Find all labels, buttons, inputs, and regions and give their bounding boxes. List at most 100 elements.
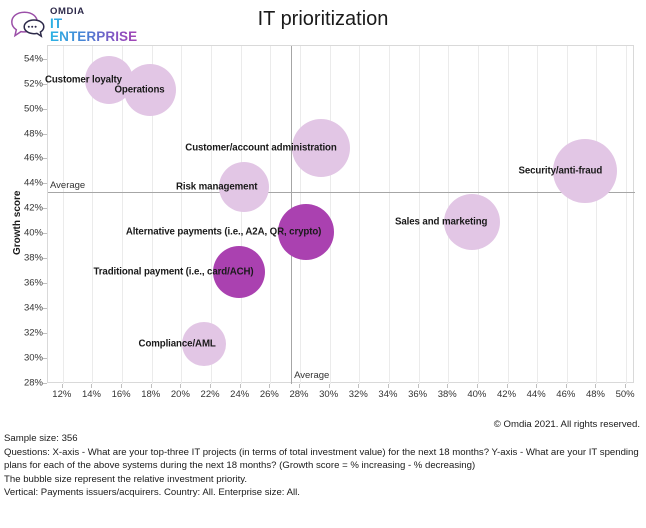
bubble-point[interactable] — [443, 193, 500, 250]
x-axis-tick-label: 50% — [615, 389, 635, 400]
bubble-label: Risk management — [175, 181, 258, 193]
bubble-point[interactable] — [181, 322, 226, 367]
y-axis-tick-mark — [43, 208, 47, 210]
gridline-vertical — [566, 46, 568, 384]
x-axis-tick-mark — [298, 384, 300, 388]
copyright-text: © Omdia 2021. All rights reserved. — [493, 419, 640, 430]
logo-it-enterprise-text: IT ENTERPRISE — [50, 16, 148, 45]
x-axis-tick-mark — [536, 384, 538, 388]
x-axis-tick-mark — [595, 384, 597, 388]
x-axis-tick-label: 40% — [467, 389, 487, 400]
page-header: OMDIA IT ENTERPRISE INSIGHTS IT prioriti… — [0, 0, 646, 57]
y-axis-tick-label: 54% — [23, 53, 43, 65]
gridline-vertical — [240, 46, 242, 384]
page-title: IT prioritization — [257, 8, 389, 30]
gridline-vertical — [596, 46, 598, 384]
bubble-label: Security/anti-fraud — [518, 165, 603, 177]
x-axis-tick-mark — [61, 384, 63, 388]
x-axis-tick-mark — [210, 384, 212, 388]
bubble-label: Compliance/AML — [138, 338, 216, 350]
y-axis-tick-mark — [43, 283, 47, 285]
x-axis-tick-mark — [328, 384, 330, 388]
y-axis-tick-mark — [43, 83, 47, 85]
y-axis-tick-mark — [43, 108, 47, 110]
x-axis-tick-mark — [150, 384, 152, 388]
bubble-point[interactable] — [552, 138, 617, 203]
x-axis-tick-mark — [447, 384, 449, 388]
x-axis-tick-label: 18% — [141, 389, 161, 400]
bubble-label: Customer/account administration — [185, 142, 337, 154]
gridline-vertical — [151, 46, 153, 384]
x-axis-tick-mark — [91, 384, 93, 388]
x-axis-tick-mark — [417, 384, 419, 388]
x-axis-tick-label: 42% — [497, 389, 517, 400]
bubble-point[interactable] — [277, 203, 334, 260]
footnotes: Sample size: 356 Questions: X-axis - Wha… — [4, 432, 640, 500]
y-axis-tick-label: 38% — [23, 252, 43, 264]
sample-size-note: Sample size: 356 — [4, 433, 78, 444]
x-axis-tick-mark — [358, 384, 360, 388]
y-axis-tick-label: 44% — [23, 177, 43, 189]
gridline-vertical — [359, 46, 361, 384]
gridline-vertical — [507, 46, 509, 384]
x-axis-tick-label: 12% — [52, 389, 72, 400]
x-axis-tick-label: 46% — [556, 389, 576, 400]
x-axis-tick-label: 26% — [259, 389, 279, 400]
bubble-point[interactable] — [291, 119, 350, 178]
gridline-vertical — [537, 46, 539, 384]
bubble-point[interactable] — [218, 161, 269, 212]
gridline-vertical — [211, 46, 213, 384]
x-axis-tick-mark — [625, 384, 627, 388]
bubble-point[interactable] — [124, 63, 177, 116]
bubble-label: Alternative payments (i.e., A2A, QR, cry… — [125, 226, 322, 238]
y-axis-tick-label: 30% — [23, 352, 43, 364]
gridline-vertical — [92, 46, 94, 384]
x-axis-tick-mark — [239, 384, 241, 388]
y-axis-tick-mark — [43, 358, 47, 360]
x-axis-tick-label: 28% — [289, 389, 309, 400]
x-axis-tick-label: 30% — [319, 389, 339, 400]
x-axis-tick-mark — [387, 384, 389, 388]
x-axis-tick-label: 22% — [200, 389, 220, 400]
y-axis-tick-label: 48% — [23, 128, 43, 140]
x-axis-tick-mark — [476, 384, 478, 388]
bubble-chart-plot-area: Average Average Customer loyalty Operation… — [44, 45, 635, 384]
gridline-vertical — [181, 46, 183, 384]
average-label-vertical: Average — [294, 370, 330, 381]
x-axis-tick-mark — [269, 384, 271, 388]
y-axis-tick-mark — [43, 258, 47, 260]
y-axis-tick-label: 42% — [23, 202, 43, 214]
y-axis-tick-label: 50% — [23, 103, 43, 115]
average-line-horizontal — [48, 191, 635, 193]
x-axis-tick-label: 44% — [526, 389, 546, 400]
speech-bubble-icon — [11, 11, 45, 38]
questions-note: Questions: X-axis - What are your top-th… — [4, 446, 642, 472]
x-axis-tick-mark — [180, 384, 182, 388]
y-axis-tick-mark — [43, 58, 47, 60]
y-axis-tick-label: 46% — [23, 152, 43, 164]
bubble-point[interactable] — [213, 245, 266, 298]
x-axis-tick-mark — [121, 384, 123, 388]
x-axis-tick-mark — [565, 384, 567, 388]
gridline-vertical — [329, 46, 331, 384]
bubble-label: Traditional payment (i.e., card/ACH) — [93, 266, 254, 278]
y-axis-tick-label: 32% — [23, 327, 43, 339]
bubble-label: Customer loyalty — [44, 74, 122, 86]
x-axis-tick-label: 38% — [437, 389, 457, 400]
x-axis-tick-label: 48% — [585, 389, 605, 400]
y-axis-tick-mark — [43, 333, 47, 335]
gridline-vertical — [388, 46, 390, 384]
y-axis-tick-mark — [43, 158, 47, 160]
y-axis-tick-mark — [43, 383, 47, 384]
x-axis-tick-label: 14% — [81, 389, 101, 400]
y-axis-tick-label: 52% — [23, 78, 43, 90]
y-axis-tick-mark — [43, 183, 47, 185]
average-label-horizontal: Average — [50, 179, 86, 191]
x-axis-tick-label: 20% — [170, 389, 190, 400]
x-axis-tick-label: 36% — [408, 389, 428, 400]
gridline-vertical — [418, 46, 420, 384]
x-axis-tick-label: 24% — [230, 389, 250, 400]
x-axis-tick-label: 32% — [348, 389, 368, 400]
y-axis-tick-mark — [43, 233, 47, 235]
gridline-vertical — [270, 46, 272, 384]
